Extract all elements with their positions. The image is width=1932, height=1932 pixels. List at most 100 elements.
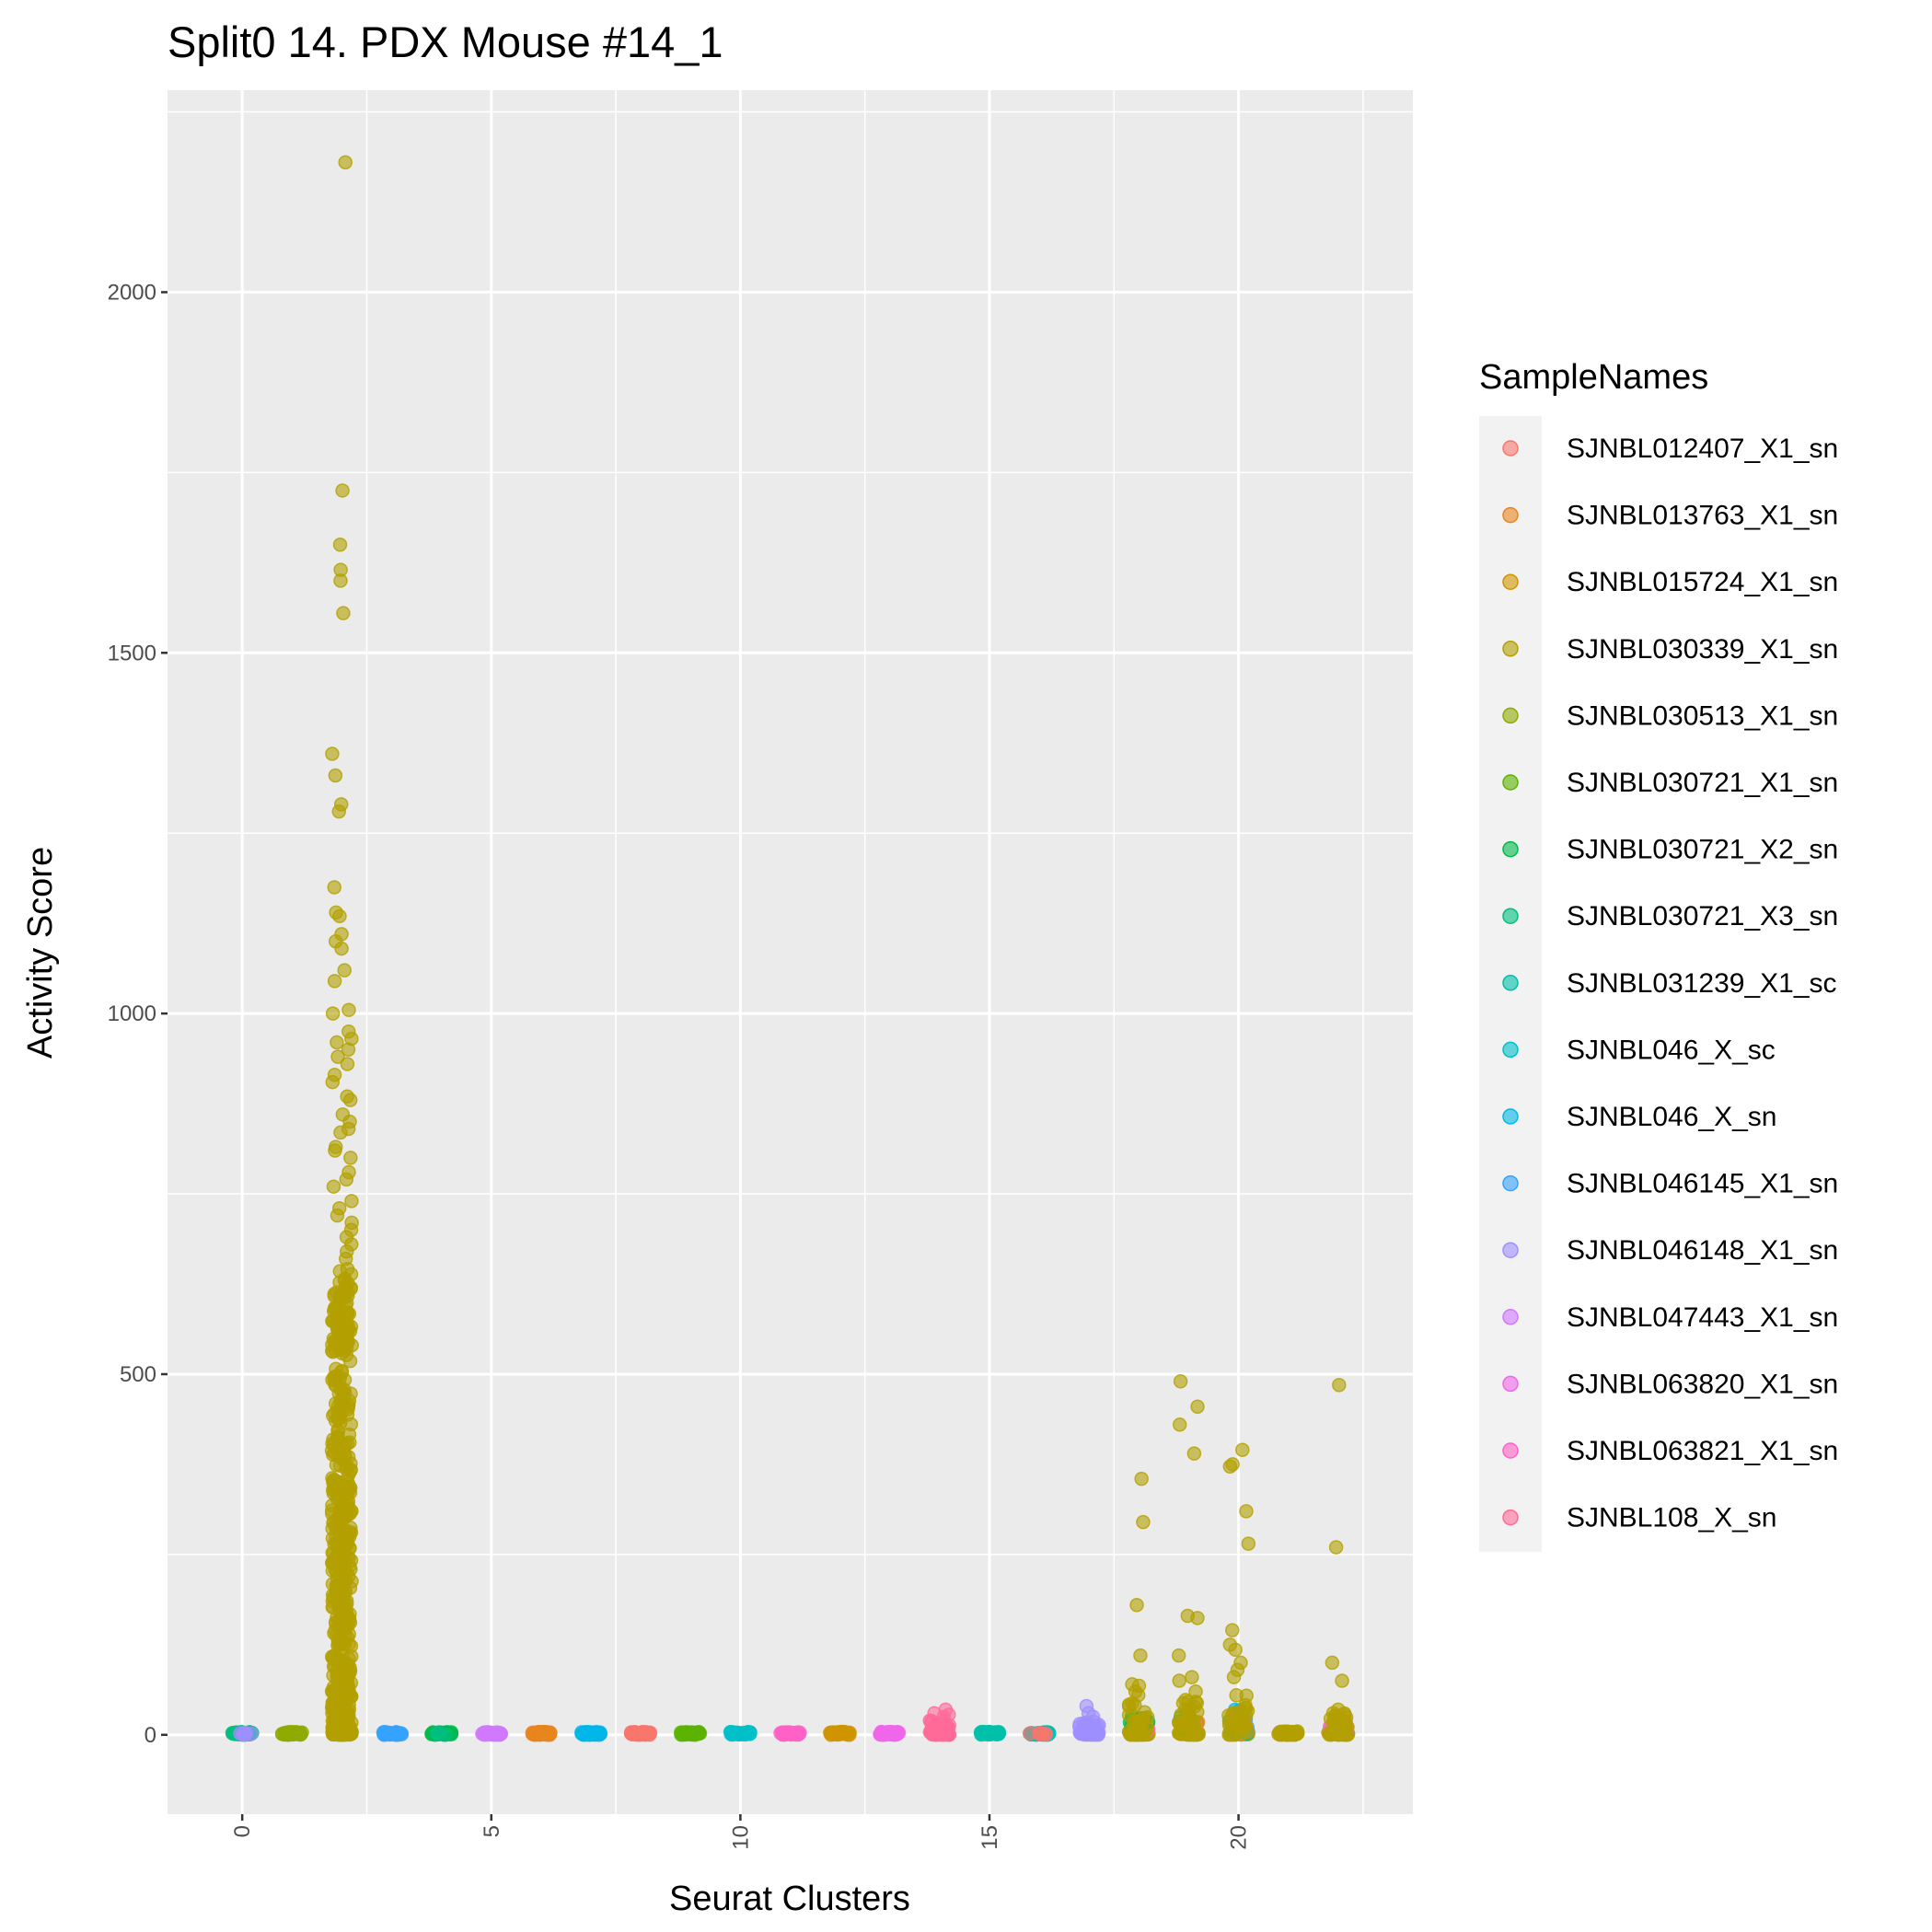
data-point: [1085, 1709, 1101, 1724]
data-point: [327, 974, 342, 989]
data-point: [1241, 1536, 1256, 1551]
legend-item: SJNBL030339_X1_sn: [1502, 634, 1838, 665]
data-point: [342, 1093, 358, 1107]
data-point: [1173, 1374, 1188, 1389]
data-point: [928, 1725, 943, 1740]
data-point: [1134, 1471, 1149, 1487]
data-point: [583, 1727, 597, 1742]
data-point: [991, 1727, 1006, 1741]
legend-item: SJNBL063820_X1_sn: [1502, 1369, 1838, 1399]
y-tick-label: 500: [120, 1362, 156, 1387]
data-point: [1332, 1377, 1347, 1393]
legend-key-sjnbl046145_x1_sn: [1502, 1174, 1519, 1192]
plot-panel: [168, 90, 1413, 1814]
legend-label: SJNBL030721_X2_sn: [1567, 835, 1838, 865]
legend-label: SJNBL031239_X1_sc: [1567, 968, 1837, 999]
legend: SJNBL012407_X1_sn SJNBL013763_X1_sn SJNBL0…: [1479, 416, 1838, 1553]
data-point: [1136, 1514, 1151, 1530]
data-point: [873, 1727, 888, 1742]
data-point: [238, 1726, 253, 1741]
legend-key-sjnbl012407_x1_sn: [1502, 440, 1519, 457]
legend-key-sjnbl030721_x1_sn: [1502, 774, 1519, 791]
legend-label: SJNBL046_X_sn: [1567, 1102, 1777, 1132]
legend-item: SJNBL031239_X1_sc: [1502, 968, 1837, 999]
legend-key-sjnbl030513_x1_sn: [1502, 707, 1519, 724]
data-point: [330, 1429, 345, 1444]
data-point: [824, 1725, 839, 1741]
legend-key-sjnbl030721_x3_sn: [1502, 908, 1519, 924]
y-tick-label: 0: [145, 1723, 156, 1748]
data-point: [330, 1632, 345, 1648]
data-point: [330, 1035, 344, 1050]
data-point: [340, 1610, 354, 1625]
data-point: [330, 1208, 345, 1223]
legend-key-sjnbl030721_x2_sn: [1502, 840, 1519, 858]
data-point: [335, 483, 350, 498]
data-point: [325, 1650, 341, 1666]
data-point: [332, 908, 347, 924]
legend-label: SJNBL046145_X1_sn: [1567, 1169, 1838, 1199]
legend-item: SJNBL030721_X2_sn: [1502, 835, 1838, 865]
y-axis-title: Activity Score: [21, 847, 60, 1059]
data-point: [1133, 1648, 1148, 1663]
data-point: [340, 1057, 355, 1071]
data-point: [344, 1194, 359, 1209]
legend-key-sjnbl030339_x1_sn: [1502, 641, 1519, 657]
data-point: [341, 1306, 357, 1322]
data-point: [687, 1727, 702, 1741]
data-point: [1121, 1707, 1137, 1723]
data-point: [1228, 1642, 1243, 1658]
legend-item: SJNBL012407_X1_sn: [1502, 434, 1838, 464]
data-point: [492, 1726, 507, 1741]
data-point: [325, 746, 340, 761]
legend-key-sjnbl046_x_sc: [1502, 1041, 1519, 1059]
data-point: [1328, 1540, 1344, 1555]
data-point: [1226, 1670, 1242, 1684]
data-point: [1175, 1695, 1191, 1711]
legend-key-sjnbl063821_x1_sn: [1502, 1442, 1519, 1459]
data-point: [340, 1508, 354, 1522]
y-tick-label: 1000: [108, 1001, 156, 1026]
legend-key-sjnbl046148_x1_sn: [1502, 1242, 1519, 1258]
legend-key-sjnbl108_x_sn: [1502, 1509, 1519, 1526]
legend-label: SJNBL030513_X1_sn: [1567, 700, 1838, 731]
data-point: [1181, 1709, 1197, 1724]
data-point: [330, 1398, 346, 1414]
legend-item: SJNBL046_X_sc: [1502, 1035, 1776, 1065]
data-point: [1037, 1727, 1053, 1742]
data-point: [341, 1002, 356, 1017]
data-point: [329, 1285, 344, 1300]
data-point: [334, 1725, 349, 1741]
data-point: [842, 1725, 857, 1741]
data-point: [1239, 1504, 1254, 1519]
data-point: [337, 963, 353, 978]
data-point: [1275, 1727, 1290, 1742]
data-point: [1239, 1688, 1254, 1704]
legend-label: SJNBL013763_X1_sn: [1567, 501, 1838, 531]
data-point: [1172, 1417, 1187, 1432]
data-point: [1190, 1399, 1205, 1414]
data-point: [1174, 1724, 1189, 1739]
legend-item: SJNBL030721_X1_sn: [1502, 768, 1838, 798]
data-point: [338, 1450, 353, 1464]
legend-item: SJNBL030513_X1_sn: [1502, 700, 1838, 731]
data-point: [343, 1417, 359, 1432]
legend-title: SampleNames: [1479, 358, 1708, 397]
data-point: [339, 1172, 354, 1187]
data-point: [429, 1725, 445, 1741]
data-point: [343, 1151, 358, 1165]
data-point: [326, 1515, 341, 1531]
data-point: [1222, 1459, 1238, 1475]
legend-item: SJNBL046_X_sn: [1502, 1102, 1777, 1132]
data-point: [1129, 1597, 1144, 1613]
data-point: [1190, 1611, 1205, 1625]
legend-key-sjnbl031239_x1_sc: [1502, 975, 1519, 991]
data-point: [328, 768, 343, 783]
legend-label: SJNBL030339_X1_sn: [1567, 634, 1838, 665]
data-point: [330, 1049, 345, 1064]
legend-item: SJNBL063821_X1_sn: [1502, 1436, 1838, 1466]
chart-title: Split0 14. PDX Mouse #14_1: [168, 17, 723, 66]
x-tick-label: 20: [1227, 1825, 1252, 1850]
data-point: [388, 1726, 403, 1741]
data-point: [327, 880, 342, 895]
